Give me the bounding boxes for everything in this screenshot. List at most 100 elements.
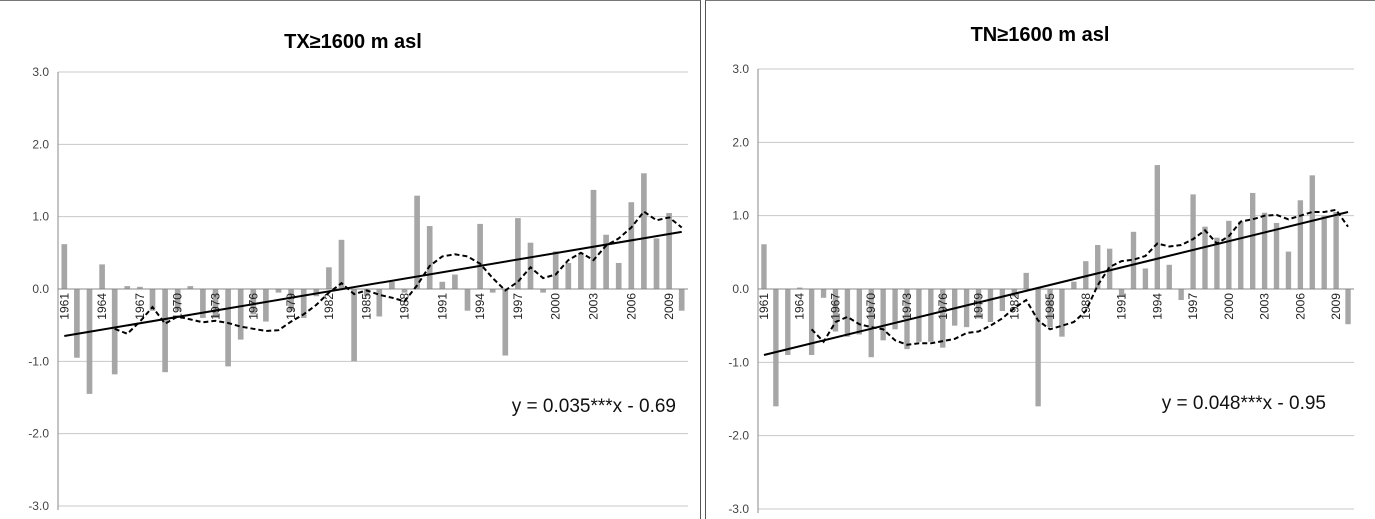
x-tick-label: 2006	[624, 293, 638, 320]
bar-1997	[1190, 194, 1196, 289]
bar-1976	[940, 289, 946, 348]
bar-2001	[565, 262, 572, 289]
bar-1989	[1095, 245, 1101, 289]
bar-1966	[124, 286, 131, 289]
bar-1977	[263, 289, 269, 322]
moving-average-line	[114, 210, 683, 335]
x-tick-label: 1982	[1007, 293, 1021, 320]
y-tick-label: 1.0	[732, 209, 749, 223]
bar-1970	[868, 289, 874, 358]
x-tick-label: 1985	[1043, 293, 1057, 320]
bar-1982	[1011, 289, 1017, 297]
bar-1986	[1059, 289, 1065, 337]
bar-1995	[489, 289, 496, 293]
bar-1987	[1071, 281, 1077, 289]
y-tick-label: -2.0	[728, 429, 749, 443]
bar-1974	[225, 289, 231, 367]
trend-line	[64, 230, 682, 338]
bar-1979	[288, 289, 294, 311]
bar-1980	[987, 289, 994, 322]
bar-1992	[452, 274, 458, 289]
bar-2007	[641, 173, 647, 289]
x-tick-label: 1985	[360, 293, 374, 320]
bar-1973	[212, 289, 219, 318]
bar-1965	[111, 289, 118, 375]
x-tick-label: 1964	[793, 293, 807, 320]
moving-average-line	[810, 208, 1349, 346]
bar-1964	[797, 287, 803, 289]
trend-equation: y = 0.048***x - 0.95	[1162, 393, 1326, 414]
x-tick-label: 1997	[1186, 293, 1200, 320]
bar-1993	[1142, 268, 1149, 289]
x-tick-label: 2003	[1258, 293, 1272, 320]
bar-1999	[540, 289, 546, 293]
y-tick-label: 0.0	[32, 282, 49, 296]
bar-1971	[187, 286, 194, 289]
bar-2000	[552, 251, 559, 289]
x-tick-label: 1988	[1079, 293, 1093, 320]
bar-2009	[666, 213, 672, 289]
x-tick-label: 1967	[133, 293, 147, 320]
bar-2009	[1333, 212, 1339, 289]
bar-1993	[464, 289, 471, 311]
bar-1990	[1106, 248, 1113, 289]
bar-1998	[1202, 226, 1208, 289]
x-tick-label: 1976	[936, 293, 950, 320]
bar-2004	[603, 234, 609, 289]
x-tick-label: 1991	[435, 293, 449, 320]
bar-1965	[808, 289, 815, 355]
bar-2006	[1297, 200, 1304, 289]
bar-1991	[439, 281, 446, 289]
bar-2010	[678, 289, 685, 311]
bar-2003	[590, 189, 597, 289]
y-tick-label: 2.0	[32, 137, 49, 151]
bar-1971	[880, 289, 886, 341]
bar-1975	[928, 289, 934, 342]
bar-1964	[99, 264, 105, 289]
bar-2000	[1226, 220, 1232, 289]
bar-1986	[376, 289, 383, 317]
bar-2004	[1273, 223, 1280, 289]
bar-2002	[1249, 192, 1256, 289]
x-tick-label: 1994	[473, 293, 487, 320]
chart-title: TX≥1600 m asl	[284, 31, 422, 53]
bar-1972	[892, 289, 898, 330]
bar-2005	[1285, 251, 1292, 289]
x-tick-label: 1973	[900, 293, 914, 320]
x-tick-label: 2000	[549, 293, 563, 320]
bar-2005	[615, 262, 622, 289]
bar-1962	[74, 289, 80, 358]
bar-1990	[426, 226, 433, 289]
bar-1999	[1214, 237, 1220, 289]
trend-equation: y = 0.035***x - 0.69	[512, 396, 676, 417]
bar-1994	[477, 223, 483, 289]
bar-1979	[975, 289, 982, 319]
chart-panel-tx: TX≥1600 m asl -3.0 -2.0 -1.0 0.0 1.0 2.0 3.0 196…	[0, 0, 701, 519]
bar-1998	[527, 242, 534, 289]
bar-2001	[1238, 221, 1244, 289]
bar-1975	[237, 289, 244, 340]
x-tick-label: 1979	[284, 293, 298, 320]
x-tick-label: 1961	[57, 293, 71, 320]
x-tick-label: 2006	[1293, 293, 1307, 320]
bar-1997	[515, 218, 521, 289]
x-tick-label: 2000	[1222, 293, 1236, 320]
chart-tx: TX≥1600 m asl -3.0 -2.0 -1.0 0.0 1.0 2.0 3.0 196…	[28, 31, 688, 513]
bar-1981	[999, 289, 1006, 311]
bar-1961	[761, 244, 767, 289]
bar-1980	[300, 289, 307, 318]
bar-1961	[61, 244, 68, 289]
bar-1983	[338, 239, 345, 289]
bar-1969	[856, 289, 863, 335]
bar-1994	[1154, 165, 1161, 289]
x-tick-label: 2009	[662, 293, 676, 320]
y-tick-label: -3.0	[728, 502, 749, 516]
chart-panel-tn: TN≥1600 m asl -3.0 -2.0 -1.0 0.0 1.0 2.0 3.0 196…	[705, 0, 1375, 519]
bar-1983	[1023, 272, 1029, 289]
x-tick-label: 2009	[1329, 293, 1343, 320]
bar-2007	[1309, 175, 1315, 289]
y-tick-label: -3.0	[28, 499, 49, 513]
x-tick-label: 1994	[1150, 293, 1164, 320]
bar-1984	[351, 289, 357, 362]
x-tick-label: 1976	[246, 293, 260, 320]
